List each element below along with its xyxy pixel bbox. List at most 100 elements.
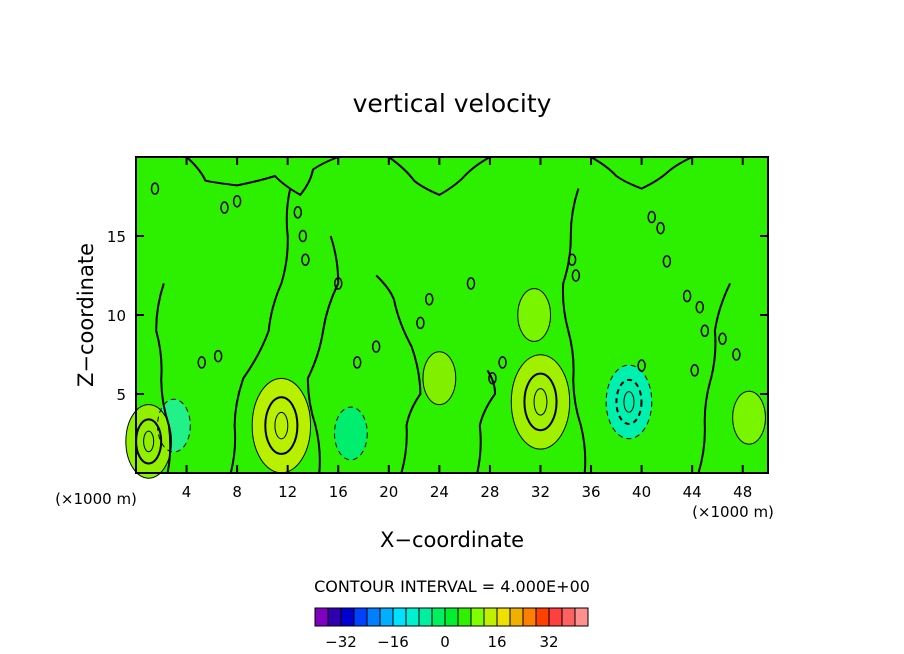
contour-line bbox=[700, 324, 710, 338]
contour-line bbox=[615, 378, 643, 425]
colorbar-swatch bbox=[483, 607, 498, 627]
colorbar-swatch bbox=[561, 607, 576, 627]
x-tick-label: 8 bbox=[232, 483, 242, 501]
colorbar bbox=[314, 607, 589, 627]
zero-contour-line bbox=[229, 188, 292, 474]
plot-background bbox=[136, 157, 768, 473]
contour-fill-region bbox=[334, 407, 368, 460]
contour-line bbox=[333, 277, 343, 290]
x-tick-label: 44 bbox=[683, 483, 702, 501]
zero-contour-line bbox=[155, 283, 172, 474]
x-tick-label: 12 bbox=[278, 483, 297, 501]
zero-contour-line bbox=[561, 188, 587, 474]
contour-lines bbox=[125, 156, 766, 479]
colorbar-swatch bbox=[522, 607, 537, 627]
contour-line bbox=[125, 404, 172, 479]
x-tick-labels: 4 8 12 16 20 24 28 32 36 40 44 48 bbox=[182, 483, 752, 501]
contour-line bbox=[605, 364, 653, 440]
x-tick-label: 32 bbox=[531, 483, 550, 501]
colorbar-swatch bbox=[379, 607, 394, 627]
contour-line bbox=[371, 340, 381, 353]
contour-line bbox=[523, 372, 558, 432]
zero-contour-line bbox=[185, 156, 339, 197]
x-tick-label: 48 bbox=[733, 483, 752, 501]
colorbar-swatch bbox=[457, 607, 472, 627]
colorbar-swatch bbox=[509, 607, 524, 627]
contour-line bbox=[424, 292, 434, 306]
colorbar-swatch bbox=[535, 607, 550, 627]
x-tick-label: 20 bbox=[379, 483, 398, 501]
colorbar-labels: −32 −16 0 16 32 bbox=[325, 633, 558, 651]
contour-fill-region bbox=[252, 378, 311, 473]
x-tick-label: 4 bbox=[182, 483, 192, 501]
contour-line bbox=[422, 351, 457, 406]
contour-line bbox=[567, 253, 577, 266]
colorbar-swatch bbox=[353, 607, 368, 627]
contour-line bbox=[656, 221, 665, 235]
contour-line bbox=[732, 348, 741, 361]
contour-line bbox=[264, 396, 299, 455]
x-tick-label: 24 bbox=[430, 483, 449, 501]
contour-line bbox=[143, 430, 155, 453]
colorbar-label: 16 bbox=[487, 633, 506, 651]
y-tick-label: 5 bbox=[116, 386, 126, 404]
contour-line bbox=[647, 210, 656, 224]
zero-contour-line bbox=[388, 156, 491, 197]
contour-line bbox=[466, 277, 476, 290]
contour-line bbox=[517, 288, 552, 342]
x-tick-label: 28 bbox=[480, 483, 499, 501]
contour-line bbox=[488, 371, 497, 385]
y-tick-label: 15 bbox=[107, 228, 126, 246]
axis-ticks bbox=[136, 157, 768, 473]
zero-contour-line bbox=[590, 156, 693, 190]
x-unit-left: (×1000 m) bbox=[55, 490, 137, 508]
x-tick-label: 40 bbox=[632, 483, 651, 501]
y-axis-label: Z−coordinate bbox=[74, 243, 98, 387]
contour-line bbox=[510, 354, 571, 450]
chart-title: vertical velocity bbox=[353, 89, 552, 118]
contour-fill-region bbox=[732, 391, 766, 445]
zero-contour-line bbox=[697, 282, 731, 474]
contour-fill-region bbox=[125, 404, 172, 479]
contour-fill-region bbox=[517, 288, 551, 342]
contour-line bbox=[637, 359, 646, 372]
contour-line bbox=[695, 300, 704, 314]
zero-contour-line bbox=[375, 274, 422, 474]
y-tick-labels: 5 10 15 bbox=[107, 228, 126, 404]
contour-fills bbox=[125, 288, 766, 479]
colorbar-swatch bbox=[340, 607, 355, 627]
y-tick-label: 10 bbox=[107, 307, 126, 325]
contour-line bbox=[274, 411, 289, 440]
colorbar-swatch bbox=[418, 607, 433, 627]
contour-line bbox=[732, 390, 766, 445]
contour-line bbox=[232, 194, 242, 208]
colorbar-swatch bbox=[314, 607, 329, 627]
contour-line bbox=[301, 253, 310, 266]
contour-line bbox=[662, 255, 672, 268]
contour-line bbox=[416, 316, 425, 330]
colorbar-label: −32 bbox=[325, 633, 357, 651]
contour-line bbox=[498, 356, 507, 369]
colorbar-swatch bbox=[392, 607, 407, 627]
colorbar-label: 32 bbox=[539, 633, 558, 651]
contour-line bbox=[718, 332, 727, 345]
zero-contour-line bbox=[306, 235, 340, 474]
contour-line bbox=[352, 356, 362, 369]
contour-line bbox=[333, 406, 368, 461]
x-axis-label: X−coordinate bbox=[380, 528, 524, 552]
contour-line bbox=[533, 388, 548, 416]
zero-contour-line bbox=[476, 369, 497, 474]
contour-line bbox=[682, 289, 692, 303]
contour-line bbox=[690, 364, 699, 377]
contour-fill-region bbox=[606, 365, 652, 439]
contour-interval-text: CONTOUR INTERVAL = 4.000E+00 bbox=[314, 577, 590, 596]
colorbar-swatch bbox=[327, 607, 342, 627]
x-unit-right: (×1000 m) bbox=[692, 503, 774, 521]
colorbar-swatch bbox=[548, 607, 563, 627]
contour-line bbox=[298, 229, 308, 243]
contour-line bbox=[220, 201, 229, 214]
colorbar-swatch bbox=[496, 607, 511, 627]
contour-line bbox=[293, 206, 303, 219]
colorbar-swatch bbox=[431, 607, 446, 627]
